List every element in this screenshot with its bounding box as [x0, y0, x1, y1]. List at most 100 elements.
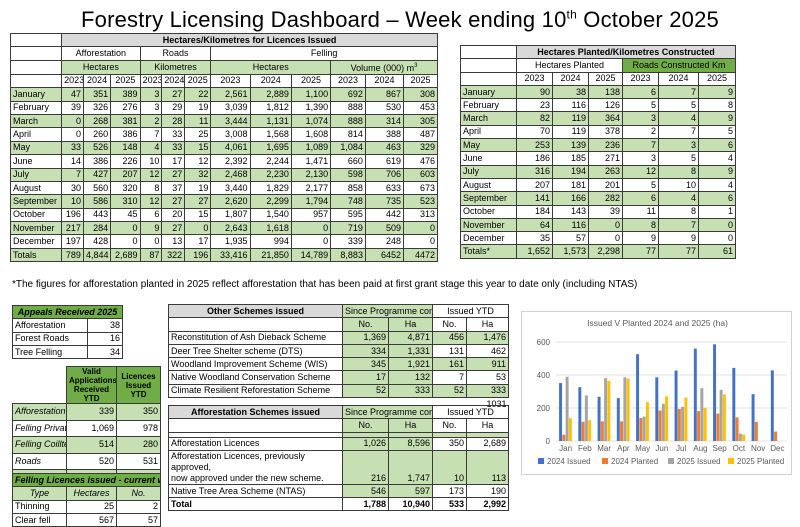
- licences-cell-vol: 867: [364, 87, 405, 102]
- planted-row: October 184 143 39 11 8 1: [460, 204, 737, 219]
- x-tick-label: Dec: [770, 444, 784, 453]
- month-label: December: [9, 234, 63, 249]
- bar-2025-issued: [700, 388, 704, 441]
- licences-cell-vol: 329: [403, 140, 438, 156]
- x-tick-label: Jul: [676, 444, 686, 453]
- licences-cell-fell-ha: 1,618: [249, 221, 292, 236]
- licences-cell-fell-ha: 1,935: [210, 234, 251, 249]
- planted-row: July 316 194 263 12 8 9: [460, 164, 737, 179]
- other-scheme-name: Reconstitution of Ash Dieback Scheme: [168, 330, 343, 345]
- y-tick-label: 400: [537, 371, 551, 380]
- aff-scheme-value: 10: [432, 449, 467, 485]
- year-header: 2023: [622, 71, 659, 86]
- chart-svg: Issued V Planted 2024 and 2025 (ha) 0 200 4…: [537, 318, 787, 466]
- applications-label: Felling Coillte: [12, 436, 67, 454]
- licences-cell-roads: 20: [161, 207, 186, 223]
- aff-since-commenced: Since Programme commenced: [342, 404, 433, 420]
- licences-cell-aff: 310: [110, 194, 141, 209]
- licences-cell-vol: 308: [403, 87, 438, 102]
- other-scheme-value: 1,921: [388, 357, 433, 372]
- licences-cell-fell-ha: 2,392: [210, 154, 251, 169]
- x-tick-label: Jun: [655, 444, 668, 453]
- applications-valid: 1,069: [66, 419, 117, 437]
- other-schemes-row: Native Woodland Conservation Scheme 17 132…: [168, 370, 510, 385]
- aff-scheme-value: 8,596: [388, 436, 433, 451]
- other-scheme-value: 333: [465, 383, 510, 399]
- licences-cell-roads: 196: [184, 247, 212, 263]
- licences-cell-aff: 148: [110, 140, 141, 156]
- planted-cell-km: 61: [697, 244, 737, 259]
- planted-cell-km: 8: [697, 98, 737, 113]
- other-scheme-value: 17: [342, 370, 389, 385]
- applications-issued: 978: [116, 419, 161, 437]
- aff-scheme-value: 1,747: [388, 449, 433, 485]
- licences-cell-vol: 660: [330, 154, 366, 169]
- planted-cell-km: 5: [658, 98, 699, 113]
- licences-row: February 39 326 276 3 29 19 3,039 1,812 1,390 888 5…: [9, 100, 438, 115]
- licences-cell-fell-ha: 2,620: [210, 194, 251, 209]
- felling-week-type: Clear fell: [12, 512, 67, 527]
- bar-2024-planted: [697, 411, 701, 441]
- licences-cell-roads: 11: [184, 113, 212, 129]
- licences-cell-fell-ha: 1,390: [290, 100, 332, 115]
- licences-cell-aff: 217: [61, 221, 84, 236]
- licences-cell-vol: 692: [330, 87, 366, 102]
- appeals-value: 34: [87, 344, 123, 360]
- licences-cell-vol: 442: [364, 207, 405, 223]
- planted-row: November 64 116 0 8 7 0: [460, 217, 737, 233]
- planted-cell-km: 9: [697, 84, 737, 100]
- other-scheme-value: 1,331: [388, 343, 433, 359]
- felling-week-number: 57: [115, 512, 162, 527]
- appeals-row: Tree Felling 34: [12, 344, 123, 360]
- licences-cell-fell-ha: 14,789: [290, 247, 332, 263]
- planted-cell-hectares: 166: [552, 191, 589, 206]
- x-tick-label: Oct: [733, 444, 746, 453]
- licences-cell-vol: 619: [364, 154, 405, 169]
- planted-cell-hectares: 185: [552, 151, 589, 166]
- licences-cell-aff: 386: [110, 127, 141, 142]
- other-scheme-value: 911: [465, 357, 510, 372]
- year-header: 2025: [588, 71, 623, 86]
- aff-scheme-value: 10,940: [388, 497, 433, 512]
- aff-scheme-value: 113: [465, 449, 510, 485]
- aff-scheme-name: Afforestation Licences: [168, 436, 343, 451]
- licences-cell-fell-ha: 3,444: [210, 113, 251, 129]
- x-tick-label: Feb: [578, 444, 592, 453]
- group-afforestation: Afforestation: [61, 46, 141, 61]
- month-label: July: [9, 167, 63, 182]
- y-tick-label: 600: [537, 338, 551, 347]
- licences-cell-fell-ha: 2,468: [210, 167, 251, 182]
- aff-schemes-col: No.: [342, 418, 389, 433]
- other-since-commenced: Since Programme commenced: [342, 303, 433, 319]
- bar-2025-issued: [623, 377, 627, 441]
- aff-schemes-heading: Afforestation Schemes issued: [168, 404, 343, 420]
- licences-cell-vol: 6452: [364, 247, 405, 263]
- legend-swatch: [668, 458, 674, 464]
- year-header: 2023: [61, 73, 84, 89]
- y-tick-label: 200: [537, 404, 551, 413]
- licences-cell-aff: 260: [82, 127, 112, 142]
- licences-cell-fell-ha: 1,471: [290, 154, 332, 169]
- licences-cell-aff: 586: [82, 194, 112, 209]
- planted-cell-hectares: 35: [516, 231, 553, 246]
- month-label: February: [9, 100, 63, 115]
- x-tick-label: Aug: [693, 444, 707, 453]
- applications-label: Roads: [12, 452, 67, 470]
- licences-cell-aff: 7: [61, 167, 84, 182]
- licences-cell-aff: 443: [82, 207, 112, 223]
- other-scheme-value: 131: [432, 343, 467, 359]
- month-label: September: [460, 191, 517, 206]
- planted-cell-hectares: 0: [588, 231, 623, 246]
- unit-volume: Volume (000) m3: [330, 59, 438, 75]
- aff-schemes-row: Total 1,788 10,940 533 2,992: [168, 497, 510, 512]
- licences-row: April 0 260 386 7 33 25 3,008 1,568 1,608 814 388 48…: [9, 127, 438, 142]
- planted-cell-km: 4: [697, 177, 737, 193]
- planted-cell-hectares: 184: [516, 204, 553, 219]
- planted-cell-km: 4: [658, 191, 699, 206]
- col-valid-applications: Valid Applications Received YTD: [66, 366, 117, 404]
- licences-cell-vol: 1,084: [330, 140, 366, 156]
- planted-cell-km: 9: [697, 164, 737, 179]
- month-label: January: [9, 87, 63, 102]
- licences-cell-roads: 2: [139, 113, 163, 129]
- legend-swatch: [538, 458, 544, 464]
